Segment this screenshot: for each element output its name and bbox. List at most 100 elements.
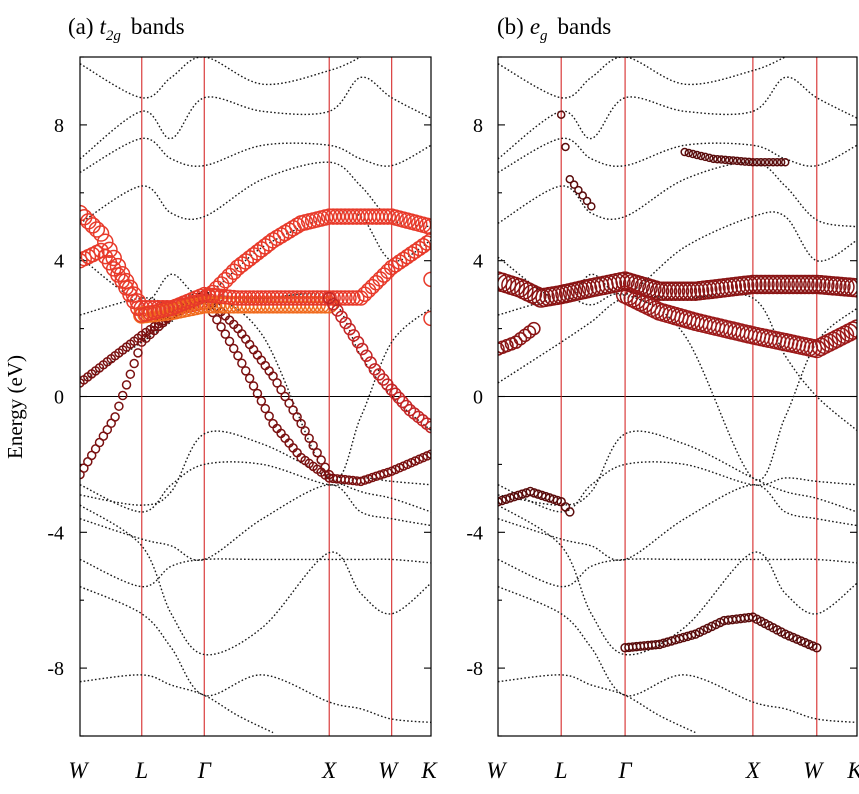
fat-band-point: [509, 335, 523, 349]
fat-band-point: [389, 387, 402, 401]
fat-band-point: [423, 310, 431, 327]
fat-band-point: [724, 155, 734, 165]
fat-band-point: [501, 494, 511, 504]
band-line: [498, 211, 857, 303]
fat-band-point: [776, 157, 786, 167]
fat-band-point: [522, 325, 537, 339]
fat-band-point: [847, 319, 857, 338]
fat-band-point: [351, 335, 365, 349]
fat-band-point: [204, 287, 221, 304]
fat-band-point: [677, 281, 698, 302]
y-tick-label: -4: [466, 522, 483, 544]
fat-band-point: [407, 243, 424, 259]
fat-band-point: [364, 278, 381, 295]
fat-band-point: [209, 288, 225, 304]
fat-band-point: [415, 238, 431, 254]
k-point-label: X: [321, 758, 337, 783]
band-line: [498, 504, 857, 656]
fat-band-point: [273, 290, 289, 306]
fat-band-point: [692, 150, 702, 160]
fat-band: [498, 321, 541, 356]
fat-band-point: [556, 110, 566, 119]
fat-band-point: [257, 290, 273, 306]
fat-band-point: [281, 290, 297, 306]
band-line: [498, 57, 786, 99]
fat-band: [498, 486, 575, 517]
fat-band-point: [245, 290, 262, 306]
fat-band-point: [803, 274, 823, 295]
fat-band-point: [673, 281, 694, 302]
y-tick-label: 0: [54, 387, 64, 409]
fat-band-point: [522, 284, 543, 304]
band-line: [80, 161, 431, 228]
fat-band-point: [578, 191, 587, 200]
fat-band: [556, 110, 596, 211]
fat-band-point: [293, 290, 309, 306]
fat-band-point: [297, 290, 313, 306]
fat-band-point: [289, 290, 305, 306]
fat-band-point: [256, 396, 267, 406]
k-point-label: Γ: [197, 758, 212, 783]
fat-band-point: [313, 290, 329, 306]
fat-band-point: [560, 502, 571, 512]
fat-band-point: [320, 462, 330, 473]
band-line: [80, 585, 431, 724]
y-tick-label: 0: [473, 387, 483, 409]
y-tick-label: 8: [473, 115, 483, 137]
fat-band-point: [296, 418, 306, 429]
fat-band-point: [565, 174, 575, 184]
k-point-label: K: [420, 758, 438, 783]
fat-band-point: [424, 420, 431, 434]
y-tick-label: 8: [54, 115, 64, 137]
fat-band: [620, 612, 822, 653]
fat-band-point: [121, 380, 132, 390]
fat-band-point: [505, 493, 515, 503]
fat-band-point: [360, 349, 373, 363]
fat-band: [680, 147, 790, 167]
k-point-label: K: [846, 758, 859, 783]
fat-band-point: [80, 378, 85, 388]
fat-band-point: [321, 290, 337, 306]
fat-band-point: [84, 217, 101, 234]
fat-band-point: [345, 290, 361, 306]
fat-band-point: [376, 267, 392, 283]
fat-band-point: [320, 208, 338, 225]
k-point-label: W: [68, 758, 89, 783]
fat-band-point: [277, 290, 293, 306]
fat-band-point: [760, 157, 770, 167]
fat-band-point: [110, 412, 120, 422]
fat-band-point: [720, 155, 730, 165]
fat-band-point: [843, 321, 857, 340]
fat-band-point: [395, 251, 412, 268]
fat-band-point: [748, 157, 758, 167]
fat-band-point: [426, 449, 431, 459]
fat-band-point: [423, 232, 431, 249]
fat-band: [615, 285, 857, 359]
fat-band-point: [732, 156, 742, 166]
fat-band-point: [700, 152, 710, 162]
fat-band-point: [791, 274, 811, 295]
fat-band-point: [767, 274, 787, 295]
fat-band-point: [812, 642, 822, 653]
fat-band-point: [208, 296, 226, 314]
fat-band-point: [569, 180, 579, 189]
fat-band-point: [316, 455, 326, 465]
fat-band-point: [331, 304, 344, 317]
fat-band-point: [253, 290, 270, 306]
fat-band-point: [272, 227, 290, 244]
band-line: [498, 430, 857, 513]
panel-t2g: (a) t2g bands Energy (eV) 840-4-8W L Γ X W K: [3, 14, 438, 783]
fat-band-point: [317, 290, 333, 306]
fat-band-point: [276, 224, 294, 242]
fat-band-point: [783, 274, 803, 295]
band-line: [498, 137, 857, 174]
fat-band-point: [787, 274, 807, 295]
fat-band-point: [248, 381, 259, 391]
fat-band-point: [339, 316, 352, 330]
fat-band: [80, 232, 431, 327]
fat-band-point: [752, 157, 762, 167]
fat-band-point: [717, 155, 726, 164]
fat-band-point: [705, 153, 714, 163]
